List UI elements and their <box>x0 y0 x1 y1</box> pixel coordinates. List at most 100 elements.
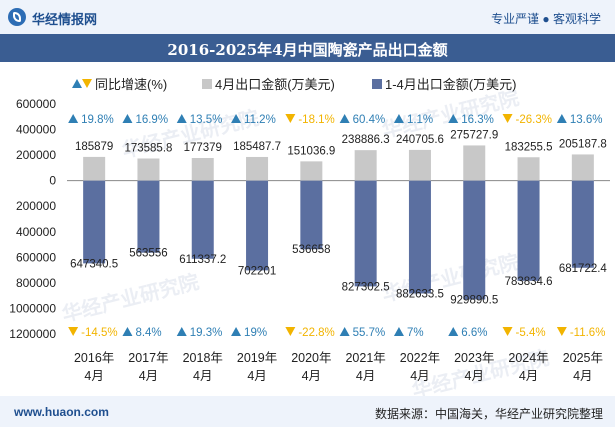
growth-up-icon <box>339 114 350 123</box>
data-label-ytd: 681722.4 <box>559 263 608 275</box>
growth-up-icon <box>231 114 242 123</box>
triangle-up-icon <box>72 79 82 88</box>
growth-up-icon <box>393 327 404 336</box>
site-name: 华经情报网 <box>32 12 98 27</box>
x-tick-label-month: 4月 <box>465 369 484 383</box>
growth-april-label: 16.3% <box>461 114 494 126</box>
growth-down-icon <box>502 114 513 123</box>
growth-up-icon <box>122 327 133 336</box>
bar-april <box>246 156 269 181</box>
growth-up-icon <box>176 114 187 123</box>
x-tick-label-month: 4月 <box>573 369 592 383</box>
chart-title: 2016-2025年4月中国陶瓷产品出口金额 <box>167 41 448 59</box>
data-label-april: 238886.3 <box>342 134 390 146</box>
growth-down-icon <box>68 327 79 336</box>
data-label-ytd: 611337.2 <box>179 254 226 266</box>
x-tick-label-year: 2022年 <box>400 351 440 365</box>
growth-up-icon <box>556 114 567 123</box>
growth-ytd-label: -22.8% <box>298 327 334 339</box>
bar-ytd <box>300 180 323 250</box>
data-label-april: 205187.8 <box>559 138 607 150</box>
x-tick-label-month: 4月 <box>302 369 321 383</box>
header-bar: 华经情报网 专业严谨 ● 客观科学 <box>0 0 615 34</box>
x-tick-label-year: 2016年 <box>74 351 114 365</box>
bar-april <box>137 158 160 181</box>
growth-ytd-label: 8.4% <box>135 327 161 339</box>
y-tick-label: 1200000 <box>9 327 56 341</box>
bar-ytd <box>246 180 269 271</box>
bar-april <box>463 145 486 181</box>
legend-april-swatch <box>202 79 212 89</box>
x-tick-label-month: 4月 <box>519 369 538 383</box>
data-label-april: 151036.9 <box>287 145 335 157</box>
y-tick-label: 800000 <box>16 276 56 290</box>
growth-up-icon <box>176 327 187 336</box>
legend-growth: 同比增速(%) <box>72 74 167 93</box>
y-tick-label: 1000000 <box>9 301 56 315</box>
x-tick-label-year: 2020年 <box>291 351 331 365</box>
bar-april <box>571 154 594 181</box>
data-label-april: 185487.7 <box>233 141 281 153</box>
bar-april <box>83 156 106 181</box>
growth-up-icon <box>122 114 133 123</box>
x-tick-label-month: 4月 <box>84 369 103 383</box>
growth-april-label: -18.1% <box>298 114 334 126</box>
huajing-logo-icon <box>8 8 26 26</box>
data-label-ytd: 827302.5 <box>342 281 390 293</box>
bar-ytd <box>354 180 377 287</box>
growth-april-label: 60.4% <box>353 114 386 126</box>
x-tick-label-month: 4月 <box>193 369 212 383</box>
legend-growth-label: 同比增速(%) <box>95 77 168 92</box>
tagline: 专业严谨 ● 客观科学 <box>491 12 601 26</box>
x-tick-label-month: 4月 <box>356 369 375 383</box>
growth-up-icon <box>448 327 459 336</box>
data-label-april: 240705.6 <box>396 134 444 146</box>
x-tick-label-year: 2019年 <box>237 351 277 365</box>
x-tick-label-year: 2024年 <box>508 351 548 365</box>
data-label-april: 275727.9 <box>450 129 498 141</box>
growth-down-icon <box>502 327 513 336</box>
y-tick-label: 200000 <box>16 199 56 213</box>
x-tick-label-month: 4月 <box>139 369 158 383</box>
growth-up-icon <box>448 114 459 123</box>
bar-ytd <box>517 180 540 281</box>
x-tick-label-year: 2021年 <box>345 351 385 365</box>
triangle-down-icon <box>82 79 92 88</box>
growth-ytd-label: -5.4% <box>516 327 546 339</box>
y-tick-label: 400000 <box>16 123 56 137</box>
bar-ytd <box>137 180 160 253</box>
growth-april-label: 13.6% <box>570 114 603 126</box>
bar-april <box>354 150 377 181</box>
footer-bar: www.huaon.com 数据来源：中国海关，华经产业研究院整理 <box>0 396 615 427</box>
bar-april <box>300 161 323 181</box>
data-label-ytd: 783834.6 <box>505 276 553 288</box>
growth-ytd-label: -11.6% <box>570 327 606 339</box>
growth-ytd-label: 6.6% <box>461 327 487 339</box>
growth-ytd-label: 55.7% <box>353 327 386 339</box>
footer-url: www.huaon.com <box>14 405 109 419</box>
data-label-april: 185879 <box>75 141 113 153</box>
x-tick-label-year: 2017年 <box>128 351 168 365</box>
legend-ytd-label: 1-4月出口金额(万美元) <box>385 77 517 92</box>
bar-ytd <box>408 180 431 294</box>
data-label-ytd: 536658 <box>292 244 330 256</box>
growth-up-icon <box>393 114 404 123</box>
bar-ytd <box>463 180 486 300</box>
title-bar: 2016-2025年4月中国陶瓷产品出口金额 <box>0 34 615 62</box>
legend-ytd: 1-4月出口金额(万美元) <box>372 74 516 93</box>
bar-ytd <box>191 180 214 259</box>
x-tick-label-year: 2023年 <box>454 351 494 365</box>
x-tick-label-year: 2018年 <box>183 351 223 365</box>
growth-up-icon <box>339 327 350 336</box>
growth-april-label: 11.2% <box>244 114 276 126</box>
bar-april <box>408 149 431 181</box>
y-tick-label: 600000 <box>16 97 56 111</box>
growth-ytd-label: 7% <box>407 327 424 339</box>
data-label-ytd: 702201 <box>238 265 276 277</box>
growth-ytd-label: 19% <box>244 327 267 339</box>
data-label-ytd: 563556 <box>129 248 167 260</box>
bar-april <box>191 158 214 181</box>
growth-up-icon <box>231 327 242 336</box>
bar-ytd <box>571 180 594 268</box>
